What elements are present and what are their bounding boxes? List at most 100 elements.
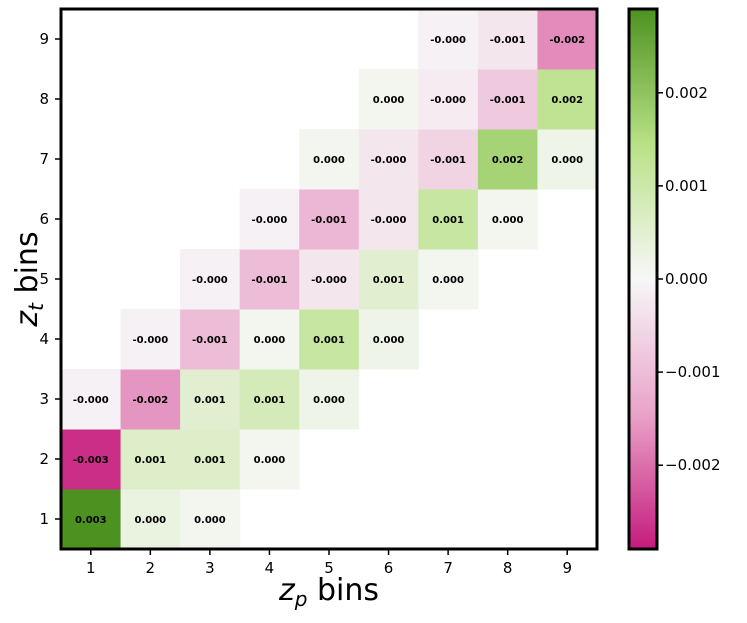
heatmap-cell-3-2 bbox=[180, 429, 241, 490]
heatmap-cell-6-7 bbox=[358, 129, 419, 190]
cell-label-8-9: -0.001 bbox=[490, 35, 526, 46]
cell-label-1-2: -0.003 bbox=[73, 455, 109, 466]
x-tick-label-3: 3 bbox=[205, 559, 215, 577]
cell-label-6-4: 0.000 bbox=[373, 335, 405, 346]
x-tick-label-2: 2 bbox=[146, 559, 156, 577]
cell-label-9-7: 0.000 bbox=[551, 155, 583, 166]
cell-label-5-5: -0.000 bbox=[311, 275, 347, 286]
x-tick-label-1: 1 bbox=[86, 559, 96, 577]
colorbar: −0.002 −0.001 0.000 0.001 0.002 bbox=[627, 7, 721, 551]
heatmap-cell-1-2 bbox=[61, 429, 122, 490]
colorbar-tick-label-1: −0.001 bbox=[665, 363, 721, 381]
heatmap-cell-8-9 bbox=[477, 9, 538, 70]
heatmap-cell-8-7 bbox=[477, 129, 538, 190]
heatmap-cell-6-8 bbox=[358, 69, 419, 130]
cell-label-4-2: 0.000 bbox=[254, 455, 286, 466]
heatmap-cell-7-5 bbox=[418, 249, 479, 310]
cell-label-5-4: 0.001 bbox=[313, 335, 345, 346]
heatmap-cell-2-4 bbox=[120, 309, 181, 370]
cell-label-4-3: 0.001 bbox=[254, 395, 286, 406]
cell-label-4-5: -0.001 bbox=[252, 275, 288, 286]
cell-label-8-6: 0.000 bbox=[492, 215, 524, 226]
y-tick-label-3: 3 bbox=[39, 390, 49, 408]
heatmap-cell-3-4 bbox=[180, 309, 241, 370]
cell-label-3-1: 0.000 bbox=[194, 515, 226, 526]
colorbar-tick-label-2: 0.000 bbox=[665, 270, 708, 288]
cell-label-5-6: -0.001 bbox=[311, 215, 347, 226]
cell-label-3-2: 0.001 bbox=[194, 455, 226, 466]
x-tick-label-8: 8 bbox=[503, 559, 513, 577]
heatmap-cell-6-5 bbox=[358, 249, 419, 310]
y-axis-label: zt bins bbox=[10, 231, 48, 327]
heatmap-cell-1-1 bbox=[61, 489, 122, 550]
cell-label-5-7: 0.000 bbox=[313, 155, 345, 166]
cell-label-3-5: -0.000 bbox=[192, 275, 228, 286]
heatmap-cell-4-6 bbox=[239, 189, 300, 250]
y-tick-label-7: 7 bbox=[39, 150, 49, 168]
cell-label-7-9: -0.000 bbox=[430, 35, 466, 46]
cell-label-2-4: -0.000 bbox=[132, 335, 168, 346]
colorbar-gradient bbox=[627, 7, 659, 551]
heatmap-cell-7-9 bbox=[418, 9, 479, 70]
heatmap-cell-5-3 bbox=[299, 369, 360, 430]
cell-label-7-7: -0.001 bbox=[430, 155, 466, 166]
heatmap-cell-5-6 bbox=[299, 189, 360, 250]
heatmap-cell-1-3 bbox=[61, 369, 122, 430]
y-tick-label-2: 2 bbox=[39, 450, 49, 468]
heatmap-cell-2-1 bbox=[120, 489, 181, 550]
cell-label-7-6: 0.001 bbox=[432, 215, 464, 226]
heatmap-cell-4-2 bbox=[239, 429, 300, 490]
heatmap-cell-3-5 bbox=[180, 249, 241, 310]
cell-label-2-3: -0.002 bbox=[132, 395, 168, 406]
cell-label-6-7: -0.000 bbox=[371, 155, 407, 166]
cell-label-8-7: 0.002 bbox=[492, 155, 524, 166]
cell-label-4-4: 0.000 bbox=[254, 335, 286, 346]
y-tick-label-1: 1 bbox=[39, 510, 49, 528]
heatmap-cell-5-4 bbox=[299, 309, 360, 370]
cell-label-7-8: -0.000 bbox=[430, 95, 466, 106]
heatmap-cell-9-8 bbox=[537, 69, 598, 130]
y-tick-label-8: 8 bbox=[39, 90, 49, 108]
y-tick-label-6: 6 bbox=[39, 210, 49, 228]
heatmap-cell-4-3 bbox=[239, 369, 300, 430]
y-tick-label-9: 9 bbox=[39, 30, 49, 48]
cell-label-1-1: 0.003 bbox=[75, 515, 107, 526]
x-tick-label-5: 5 bbox=[324, 559, 334, 577]
cell-label-1-3: -0.000 bbox=[73, 395, 109, 406]
cell-value-labels: 0.003 0.000 0.000 -0.003 0.001 0.001 0.000 -0.0… bbox=[73, 35, 585, 526]
cell-label-3-3: 0.001 bbox=[194, 395, 226, 406]
cell-label-9-8: 0.002 bbox=[551, 95, 583, 106]
cell-label-9-9: -0.002 bbox=[549, 35, 585, 46]
x-tick-label-7: 7 bbox=[443, 559, 453, 577]
cell-label-8-8: -0.001 bbox=[490, 95, 526, 106]
heatmap-cell-9-9 bbox=[537, 9, 598, 70]
y-tick-label-4: 4 bbox=[39, 330, 49, 348]
colorbar-tick-label-4: 0.002 bbox=[665, 84, 708, 102]
heatmap-cell-2-3 bbox=[120, 369, 181, 430]
heatmap-cell-5-7 bbox=[299, 129, 360, 190]
cell-label-6-6: -0.000 bbox=[371, 215, 407, 226]
heatmap-cell-6-4 bbox=[358, 309, 419, 370]
cell-label-3-4: -0.001 bbox=[192, 335, 228, 346]
heatmap-cells bbox=[61, 9, 598, 550]
heatmap-cell-4-4 bbox=[239, 309, 300, 370]
cell-label-2-2: 0.001 bbox=[135, 455, 167, 466]
colorbar-tick-label-0: −0.002 bbox=[665, 456, 721, 474]
x-tick-label-6: 6 bbox=[384, 559, 394, 577]
heatmap-cell-4-5 bbox=[239, 249, 300, 310]
cell-label-2-1: 0.000 bbox=[135, 515, 167, 526]
heatmap-cell-7-7 bbox=[418, 129, 479, 190]
cell-label-6-8: 0.000 bbox=[373, 95, 405, 106]
x-tick-label-4: 4 bbox=[265, 559, 275, 577]
cell-label-6-5: 0.001 bbox=[373, 275, 405, 286]
heatmap-cell-2-2 bbox=[120, 429, 181, 490]
x-axis-ticks: 1 2 3 4 5 6 7 8 9 bbox=[86, 549, 572, 577]
heatmap-cell-8-6 bbox=[477, 189, 538, 250]
heatmap-cell-7-6 bbox=[418, 189, 479, 250]
cell-label-7-5: 0.000 bbox=[432, 275, 464, 286]
cell-label-5-3: 0.000 bbox=[313, 395, 345, 406]
heatmap-cell-5-5 bbox=[299, 249, 360, 310]
x-tick-label-9: 9 bbox=[562, 559, 572, 577]
heatmap-cell-9-7 bbox=[537, 129, 598, 190]
